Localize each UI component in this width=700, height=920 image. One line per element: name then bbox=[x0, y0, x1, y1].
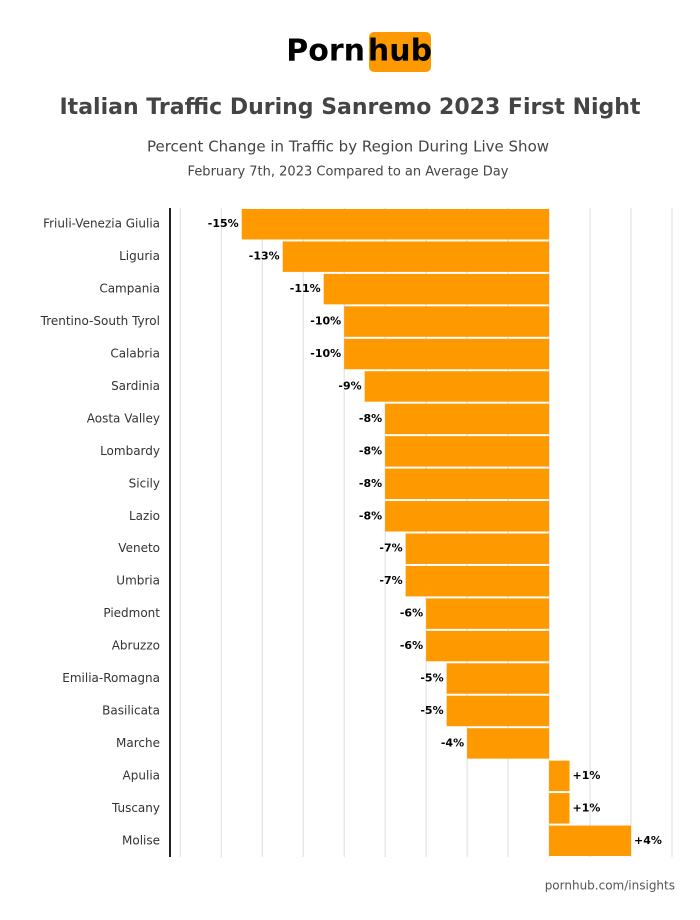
category-label: Basilicata bbox=[102, 703, 160, 717]
bar bbox=[364, 371, 550, 402]
logo-left: Porn bbox=[286, 34, 365, 69]
bar bbox=[446, 663, 550, 694]
category-label: Campania bbox=[99, 282, 160, 296]
value-label: -6% bbox=[400, 639, 423, 652]
category-label: Umbria bbox=[116, 574, 160, 588]
bar bbox=[549, 793, 570, 824]
bar bbox=[385, 501, 550, 532]
bar bbox=[344, 306, 550, 337]
category-label: Marche bbox=[116, 736, 160, 750]
chart-caption: February 7th, 2023 Compared to an Averag… bbox=[188, 165, 509, 180]
value-label: +4% bbox=[634, 834, 662, 847]
bar bbox=[282, 241, 550, 272]
bar bbox=[405, 565, 550, 597]
bar bbox=[241, 209, 550, 240]
bar bbox=[405, 533, 550, 564]
value-label: -4% bbox=[441, 736, 464, 749]
bar bbox=[549, 760, 570, 792]
value-label: -5% bbox=[420, 704, 443, 717]
category-label: Abruzzo bbox=[112, 639, 160, 653]
category-label: Emilia-Romagna bbox=[62, 671, 160, 685]
bar bbox=[446, 695, 550, 727]
category-label: Friuli-Venezia Giulia bbox=[43, 217, 160, 231]
value-label: -10% bbox=[310, 347, 341, 360]
category-label: Veneto bbox=[118, 541, 160, 555]
value-label: -6% bbox=[400, 607, 423, 620]
category-label: Piedmont bbox=[103, 606, 160, 620]
bar bbox=[385, 403, 550, 435]
value-label: -8% bbox=[359, 477, 382, 490]
value-label: -11% bbox=[290, 282, 321, 295]
value-label: -7% bbox=[379, 574, 402, 587]
bar bbox=[426, 598, 550, 629]
value-label: -5% bbox=[420, 672, 443, 685]
value-label: +1% bbox=[573, 769, 601, 782]
logo-right: hub bbox=[368, 34, 432, 69]
chart-title: Italian Traffic During Sanremo 2023 Firs… bbox=[60, 95, 641, 120]
category-label: Molise bbox=[122, 833, 160, 847]
value-label: -13% bbox=[249, 250, 280, 263]
category-label: Sardinia bbox=[111, 379, 160, 393]
category-label: Lazio bbox=[129, 509, 160, 523]
value-label: -8% bbox=[359, 509, 382, 522]
chart-subtitle: Percent Change in Traffic by Region Duri… bbox=[147, 138, 549, 156]
category-label: Lombardy bbox=[100, 444, 160, 458]
value-label: -10% bbox=[310, 315, 341, 328]
bar bbox=[385, 436, 550, 467]
category-label: Tuscany bbox=[111, 801, 160, 815]
category-label: Aosta Valley bbox=[87, 411, 160, 425]
value-label: -15% bbox=[208, 217, 239, 230]
bar bbox=[344, 338, 550, 370]
value-label: +1% bbox=[573, 801, 601, 814]
category-label: Calabria bbox=[110, 347, 160, 361]
value-label: -9% bbox=[338, 379, 361, 392]
bar bbox=[467, 728, 550, 759]
category-label: Trentino-South Tyrol bbox=[40, 314, 160, 328]
category-label: Liguria bbox=[119, 249, 160, 263]
value-label: -7% bbox=[379, 542, 402, 555]
category-label: Sicily bbox=[129, 476, 160, 490]
bar bbox=[385, 468, 550, 500]
bar bbox=[323, 273, 550, 305]
bar bbox=[426, 630, 550, 662]
value-label: -8% bbox=[359, 444, 382, 457]
bar bbox=[549, 825, 632, 856]
footer: pornhub.com/insights bbox=[545, 879, 675, 893]
category-label: Apulia bbox=[123, 768, 160, 782]
value-label: -8% bbox=[359, 412, 382, 425]
logo-box bbox=[369, 32, 431, 72]
